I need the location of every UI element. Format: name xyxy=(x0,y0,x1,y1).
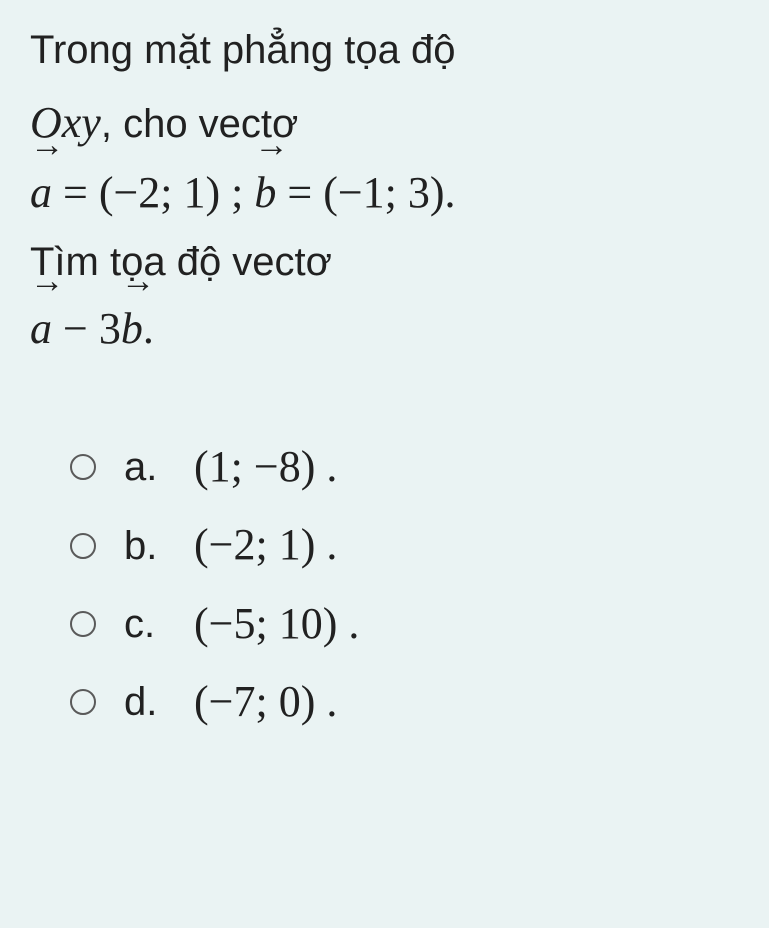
expr-dot: . xyxy=(143,304,154,353)
radio-icon[interactable] xyxy=(70,454,96,480)
expr-a-letter: a xyxy=(30,304,52,353)
vec-a-value: = (−2; 1) ; xyxy=(52,168,254,217)
option-value: (−2; 1) . xyxy=(194,510,337,580)
text-line1: Trong mặt phẳng tọa độ xyxy=(30,28,455,72)
option-letter: b. xyxy=(124,514,166,578)
text-line4: Tìm tọa độ vectơ xyxy=(30,240,332,284)
option-letter: d. xyxy=(124,670,166,734)
option-value: (1; −8) . xyxy=(194,432,337,502)
question-block: Trong mặt phẳng tọa độ Oxy, cho vectơ →a… xyxy=(30,20,749,362)
option-c[interactable]: c. (−5; 10) . xyxy=(70,589,749,659)
vector-a-symbol: →a xyxy=(30,160,52,226)
expr-vec-a: →a xyxy=(30,296,52,362)
option-letter: a. xyxy=(124,435,166,499)
option-b[interactable]: b. (−2; 1) . xyxy=(70,510,749,580)
expr-b-letter: b xyxy=(121,304,143,353)
option-d[interactable]: d. (−7; 0) . xyxy=(70,667,749,737)
radio-icon[interactable] xyxy=(70,611,96,637)
expr-vec-b: →b xyxy=(121,296,143,362)
option-value: (−5; 10) . xyxy=(194,589,359,659)
vec-b-letter: b xyxy=(254,168,276,217)
option-letter: c. xyxy=(124,592,166,656)
option-value: (−7; 0) . xyxy=(194,667,337,737)
vector-b-symbol: →b xyxy=(254,160,276,226)
expression-line: →a − 3→b. xyxy=(30,296,749,362)
question-line-1: Trong mặt phẳng tọa độ xyxy=(30,20,749,80)
radio-icon[interactable] xyxy=(70,533,96,559)
question-line-2: Oxy, cho vectơ xyxy=(30,90,749,156)
options-list: a. (1; −8) . b. (−2; 1) . c. (−5; 10) . … xyxy=(30,432,749,738)
radio-icon[interactable] xyxy=(70,689,96,715)
expr-minus-3: − 3 xyxy=(52,304,121,353)
vec-a-letter: a xyxy=(30,168,52,217)
option-a[interactable]: a. (1; −8) . xyxy=(70,432,749,502)
vec-b-value: = (−1; 3). xyxy=(276,168,455,217)
vector-definitions: →a = (−2; 1) ; →b = (−1; 3). xyxy=(30,160,749,226)
